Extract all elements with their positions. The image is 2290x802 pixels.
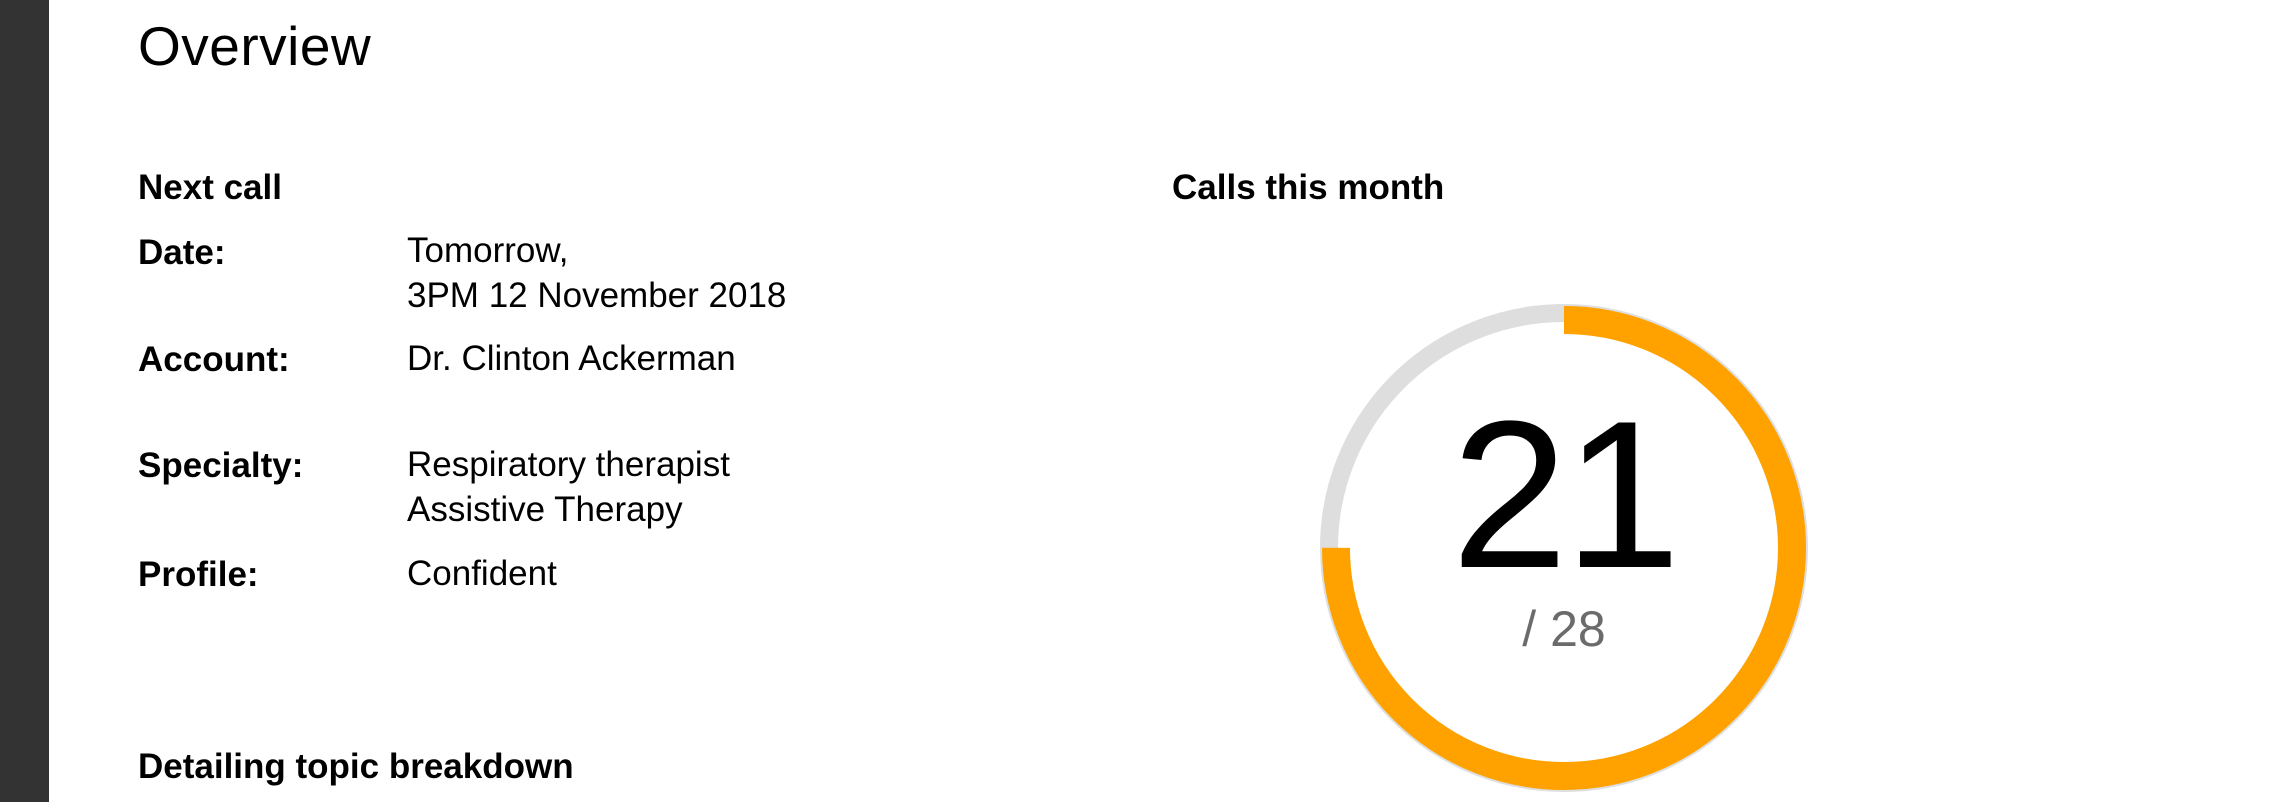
- account-value-line-1: Dr. Clinton Ackerman: [407, 339, 736, 378]
- calls-completed-count: 21: [1451, 377, 1681, 612]
- calls-progress-gauge: [1320, 304, 1808, 792]
- date-value: Tomorrow, 3PM 12 November 2018: [407, 228, 786, 318]
- detailing-topic-heading: Detailing topic breakdown: [138, 747, 574, 786]
- calls-total-label: / 28: [1522, 601, 1606, 657]
- calls-this-month-heading: Calls this month: [1172, 168, 1445, 207]
- specialty-value-line-2: Assistive Therapy: [407, 490, 683, 529]
- specialty-value-line-1: Respiratory therapist: [407, 445, 730, 484]
- date-value-line-2: 3PM 12 November 2018: [407, 276, 787, 315]
- specialty-value: Respiratory therapist Assistive Therapy: [407, 442, 730, 532]
- page-title: Overview: [138, 15, 372, 77]
- next-call-heading: Next call: [138, 168, 282, 207]
- date-label: Date:: [138, 233, 226, 272]
- sidebar: [0, 0, 49, 802]
- profile-value-line-1: Confident: [407, 554, 557, 593]
- date-value-line-1: Tomorrow,: [407, 231, 569, 270]
- account-value: Dr. Clinton Ackerman: [407, 336, 736, 381]
- gauge-progress-arc: [1322, 306, 1806, 790]
- account-label: Account:: [138, 340, 290, 379]
- specialty-label: Specialty:: [138, 446, 304, 485]
- profile-label: Profile:: [138, 555, 259, 594]
- profile-value: Confident: [407, 551, 557, 596]
